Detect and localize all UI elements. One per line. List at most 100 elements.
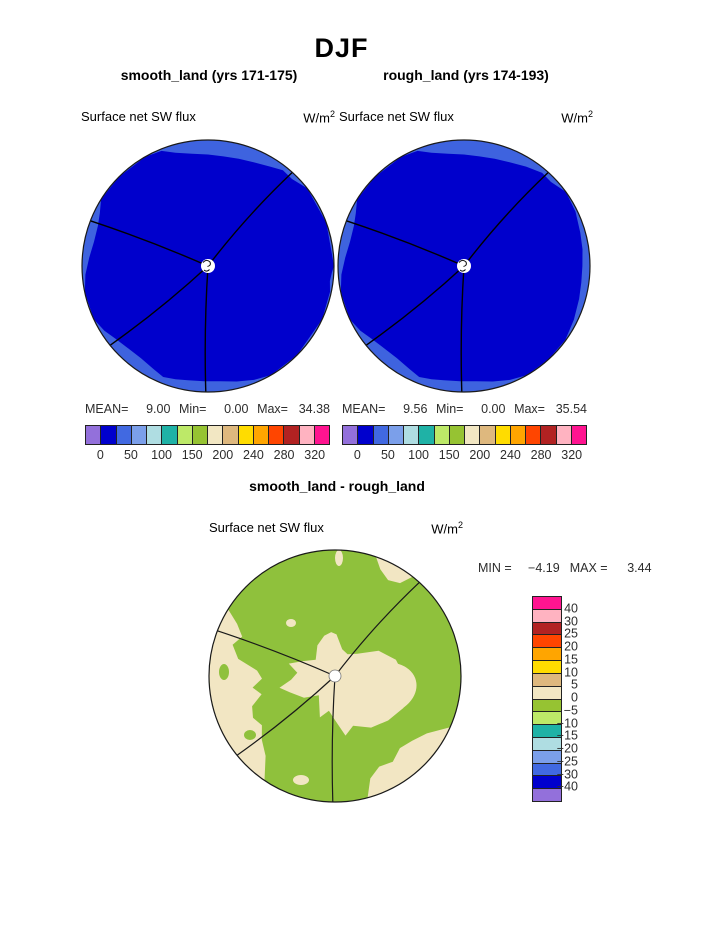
colorbar-tick-label: 0	[571, 690, 578, 705]
diff-max-value: 3.44	[627, 561, 652, 575]
colorbar-cell	[556, 426, 572, 444]
colorbar-cell	[373, 426, 389, 444]
diff-positive-notch-top	[335, 550, 343, 566]
colorbar-tick-label: 10	[564, 664, 578, 679]
coastlines	[90, 171, 293, 392]
colorbar-cell	[284, 426, 300, 444]
units-base: W/m	[303, 110, 330, 126]
field-label-diff: Surface net SW flux	[209, 520, 324, 535]
colorbar-cell	[480, 426, 496, 444]
map-boundary	[337, 139, 591, 393]
colorbar-cell	[533, 597, 561, 610]
max-value: 35.54	[555, 402, 587, 416]
map-boundary	[208, 549, 462, 803]
mean-label: MEAN=	[342, 402, 386, 416]
colorbar-tick-label: 280	[530, 448, 552, 462]
min-value: 0.00	[224, 402, 249, 416]
diff-min-value: −4.19	[528, 561, 560, 575]
colorbar-tick-label: 15	[564, 652, 578, 667]
colorbar-cell	[526, 426, 542, 444]
pole-coast-detail	[202, 259, 211, 272]
pole-marker	[328, 669, 342, 683]
colorbar-tick-label: 240	[500, 448, 521, 462]
colorbar-cell	[434, 426, 450, 444]
colorbar-cell	[533, 699, 561, 713]
colorbar-tick-label: 50	[380, 448, 395, 462]
page-title: DJF	[314, 33, 369, 63]
colorbar-cell	[86, 426, 102, 444]
colorbar-cell	[533, 789, 561, 801]
colorbar-tick-label: 280	[273, 448, 295, 462]
colorbar-cell	[238, 426, 254, 444]
diff-positive-patch-topright	[376, 556, 413, 584]
panel-title-rough-land: rough_land (yrs 174-193)	[383, 67, 549, 83]
colorbar-cell	[571, 426, 586, 444]
colorbar-cell	[223, 426, 239, 444]
colorbar-ticks-difference: 40 30 25 20 15 10 5 0 −5 −10 −15 −20 −25 −30 −40	[540, 596, 578, 800]
units-exponent: 2	[329, 109, 335, 119]
colorbar-tick-label: 240	[243, 448, 264, 462]
coastlines	[217, 581, 420, 802]
mean-label: MEAN=	[85, 402, 129, 416]
colorbar-cell	[449, 426, 465, 444]
colorbar-cell	[147, 426, 163, 444]
colorbar-cell	[533, 686, 561, 700]
colorbar-tick-label: 200	[212, 448, 234, 462]
max-label: Max=	[514, 402, 545, 416]
colorbar-tick-label: 30	[564, 613, 578, 628]
min-value: 0.00	[481, 402, 506, 416]
colorbar-cell	[162, 426, 178, 444]
colorbar-cell	[533, 673, 561, 687]
colorbar-tick-label: 100	[408, 448, 429, 462]
panel-title-smooth-land: smooth_land (yrs 171-175)	[120, 67, 298, 83]
colorbar-cell	[343, 426, 359, 444]
colorbar-cell	[541, 426, 557, 444]
pole-coast-detail	[458, 259, 467, 272]
colorbar-tick-label: 150	[438, 448, 460, 462]
max-label: Max=	[257, 402, 288, 416]
diff-positive-patch-bottom	[367, 727, 451, 798]
colorbar-cell	[465, 426, 481, 444]
colorbar-cell	[192, 426, 208, 444]
colorbar-cell	[533, 635, 561, 649]
colorbar-cell	[404, 426, 420, 444]
colorbar-cell	[299, 426, 315, 444]
mean-value: 9.56	[403, 402, 428, 416]
colorbar-tick-label: −15	[556, 728, 578, 743]
colorbar-tick-label: 320	[304, 448, 326, 462]
colorbar-cell	[208, 426, 224, 444]
colorbar-ticks-smooth-land: 0 50 100 150 200 240 280 320	[85, 448, 330, 462]
colorbar-cell	[510, 426, 526, 444]
colorbar-tick-label: −20	[556, 741, 578, 756]
colorbar-rough-land	[342, 425, 587, 445]
diff-negative-hole-1	[219, 664, 229, 680]
colorbar-cell	[269, 426, 285, 444]
colorbar-tick-label: 25	[564, 626, 578, 641]
max-value: 34.38	[298, 402, 330, 416]
colorbar-cell	[533, 712, 561, 726]
colorbar-tick-label: 100	[151, 448, 172, 462]
units-base: W/m	[561, 110, 588, 126]
colorbar-tick-label: 40	[564, 601, 578, 616]
polar-map-difference	[208, 549, 462, 803]
colorbar-difference	[532, 596, 562, 802]
colorbar-cell	[533, 609, 561, 623]
min-label: Min=	[179, 402, 207, 416]
colorbar-tick-label: 0	[353, 448, 361, 462]
map-boundary	[81, 139, 335, 393]
diff-max-label: MAX =	[569, 561, 608, 575]
colorbar-tick-label: −30	[556, 766, 578, 781]
colorbar-tick-label: 5	[571, 677, 578, 692]
coastlines	[346, 171, 549, 392]
diff-negative-hole-2	[244, 730, 256, 740]
units-exponent: 2	[457, 520, 463, 530]
colorbar-cell	[495, 426, 511, 444]
colorbar-cell	[131, 426, 147, 444]
colorbar-tick-label: −25	[556, 754, 578, 769]
colorbar-cell	[358, 426, 374, 444]
units-exponent: 2	[587, 109, 593, 119]
colorbar-cell	[388, 426, 404, 444]
colorbar-cell	[533, 725, 561, 738]
units-label-diff: W/m2	[385, 520, 463, 536]
colorbar-tick-label: 50	[123, 448, 138, 462]
